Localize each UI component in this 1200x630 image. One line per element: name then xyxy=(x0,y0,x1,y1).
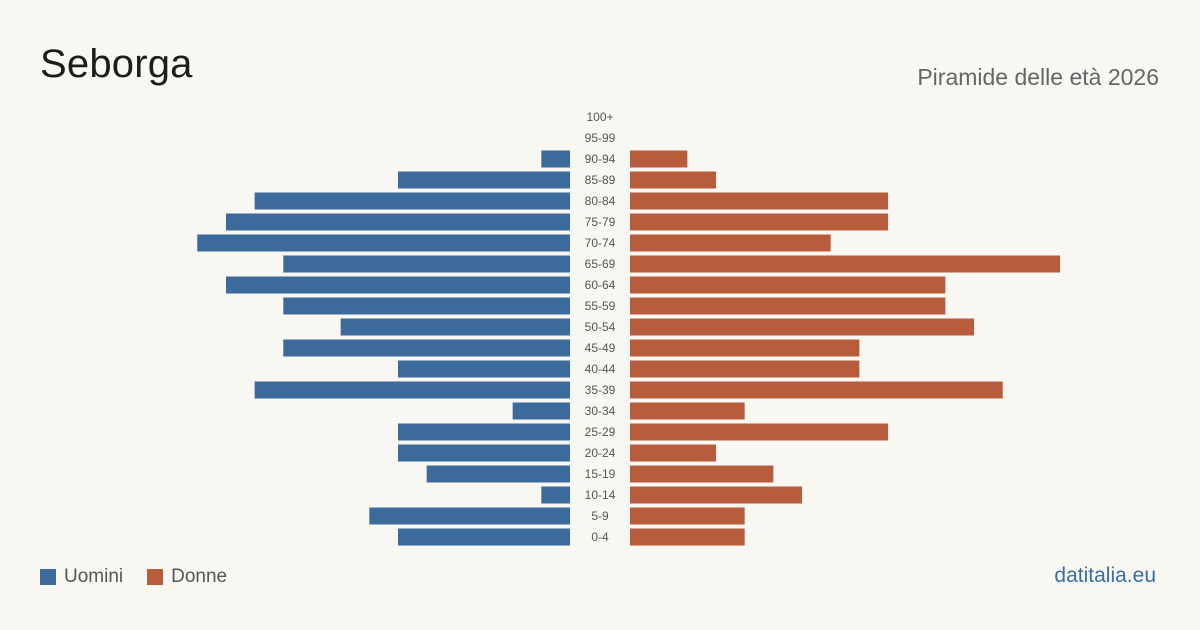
bar-men-60-64 xyxy=(225,276,570,294)
bar-women-15-19 xyxy=(630,465,774,483)
bar-women-75-79 xyxy=(630,213,889,231)
bar-men-30-34 xyxy=(512,402,570,420)
bar-men-55-59 xyxy=(283,297,570,315)
legend-label-women: Donne xyxy=(171,566,228,587)
age-label-70-74: 70-74 xyxy=(585,236,616,250)
bar-women-5-9 xyxy=(630,507,745,525)
age-label-35-39: 35-39 xyxy=(585,383,616,397)
bar-women-65-69 xyxy=(630,255,1061,273)
age-label-85-89: 85-89 xyxy=(585,173,616,187)
bar-men-15-19 xyxy=(426,465,570,483)
bar-men-35-39 xyxy=(254,381,570,399)
age-label-75-79: 75-79 xyxy=(585,215,616,229)
legend-label-men: Uomini xyxy=(64,566,124,587)
bar-women-55-59 xyxy=(630,297,946,315)
bar-women-40-44 xyxy=(630,360,860,378)
bar-women-45-49 xyxy=(630,339,860,357)
bar-men-85-89 xyxy=(397,171,570,189)
age-label-30-34: 30-34 xyxy=(585,404,616,418)
age-label-0-4: 0-4 xyxy=(591,530,609,544)
legend-swatch-men xyxy=(40,569,56,585)
bar-women-85-89 xyxy=(630,171,717,189)
bar-women-30-34 xyxy=(630,402,745,420)
age-label-5-9: 5-9 xyxy=(591,509,609,523)
chart-title: Seborga xyxy=(40,42,193,86)
brand-link[interactable]: datitalia.eu xyxy=(1054,564,1156,587)
age-label-60-64: 60-64 xyxy=(585,278,616,292)
age-label-80-84: 80-84 xyxy=(585,194,616,208)
bar-women-70-74 xyxy=(630,234,831,252)
bar-women-0-4 xyxy=(630,528,745,546)
age-label-20-24: 20-24 xyxy=(585,446,616,460)
age-label-50-54: 50-54 xyxy=(585,320,616,334)
bar-women-80-84 xyxy=(630,192,889,210)
age-label-40-44: 40-44 xyxy=(585,362,616,376)
bar-women-60-64 xyxy=(630,276,946,294)
bar-men-75-79 xyxy=(225,213,570,231)
bar-men-65-69 xyxy=(283,255,570,273)
bar-women-90-94 xyxy=(630,150,688,168)
bar-women-50-54 xyxy=(630,318,975,336)
legend-swatch-women xyxy=(147,569,164,585)
age-label-45-49: 45-49 xyxy=(585,341,616,355)
bar-women-20-24 xyxy=(630,444,717,462)
bar-men-70-74 xyxy=(197,234,571,252)
age-label-15-19: 15-19 xyxy=(585,467,616,481)
bar-women-25-29 xyxy=(630,423,889,441)
age-label-10-14: 10-14 xyxy=(585,488,616,502)
age-label-95-99: 95-99 xyxy=(585,131,616,145)
legend-item-men: Uomini xyxy=(40,566,123,588)
bar-women-10-14 xyxy=(630,486,803,504)
age-label-90-94: 90-94 xyxy=(585,152,616,166)
age-label-25-29: 25-29 xyxy=(585,425,616,439)
bar-men-45-49 xyxy=(283,339,570,357)
age-label-55-59: 55-59 xyxy=(585,299,616,313)
legend: Uomini Donne xyxy=(40,566,251,588)
bar-men-20-24 xyxy=(397,444,570,462)
age-label-65-69: 65-69 xyxy=(585,257,616,271)
bar-men-40-44 xyxy=(397,360,570,378)
chart-subtitle: Piramide delle età 2026 xyxy=(917,64,1159,90)
bar-men-50-54 xyxy=(340,318,570,336)
age-label-100+: 100+ xyxy=(586,110,613,124)
bar-men-90-94 xyxy=(541,150,570,168)
bar-men-0-4 xyxy=(397,528,570,546)
legend-item-women: Donne xyxy=(147,566,227,588)
bar-men-25-29 xyxy=(397,423,570,441)
bar-men-80-84 xyxy=(254,192,570,210)
bar-men-10-14 xyxy=(541,486,570,504)
bar-women-35-39 xyxy=(630,381,1003,399)
bar-men-5-9 xyxy=(369,507,570,525)
